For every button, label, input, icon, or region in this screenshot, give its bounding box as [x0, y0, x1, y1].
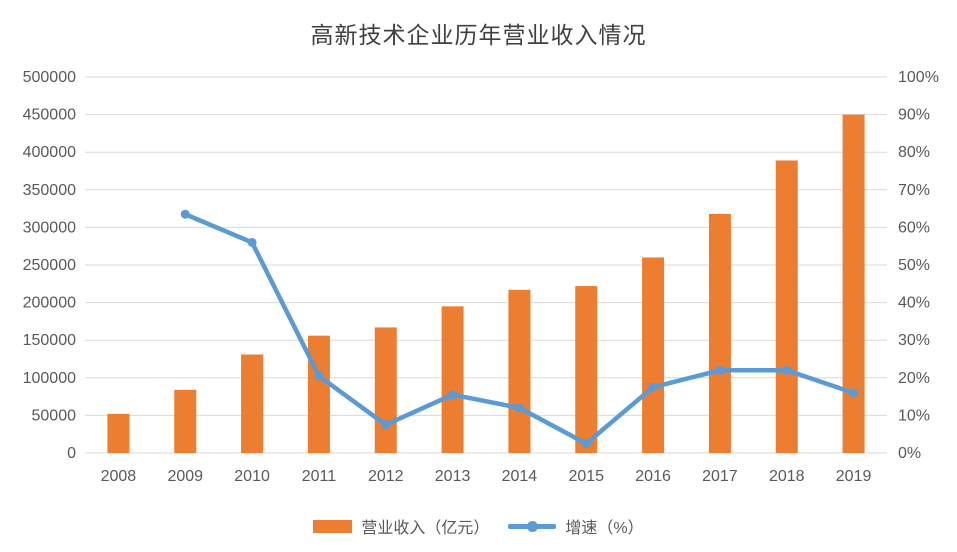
- left-axis-tick-label: 300000: [23, 219, 76, 236]
- x-axis-label: 2017: [702, 468, 738, 485]
- bar-2011: [307, 335, 330, 453]
- left-axis-tick-label: 50000: [32, 407, 77, 424]
- left-axis-tick-label: 450000: [23, 107, 76, 124]
- legend-growth-line-icon: [508, 520, 557, 532]
- right-axis-tick-label: 10%: [898, 407, 930, 424]
- growth-line-marker-icon: [581, 439, 591, 449]
- right-axis-tick-label: 40%: [898, 295, 930, 312]
- bar-2017: [708, 213, 731, 453]
- bar-2018: [775, 160, 798, 454]
- growth-line-marker-icon: [715, 365, 725, 375]
- bar-2008: [107, 413, 130, 453]
- legend-revenue-swatch-icon: [313, 519, 353, 533]
- right-axis-tick-label: 90%: [898, 107, 930, 124]
- revenue-bars: [107, 114, 865, 454]
- gridlines: [85, 76, 887, 454]
- right-axis-tick-label: 0%: [898, 445, 921, 462]
- bar-2010: [241, 354, 264, 453]
- left-axis-tick-label: 500000: [23, 69, 76, 86]
- legend-revenue-label: 营业收入（亿元）: [361, 520, 490, 537]
- left-axis-tick-label: 350000: [23, 182, 76, 199]
- growth-line-marker-icon: [648, 382, 658, 392]
- bar-2016: [642, 257, 665, 453]
- growth-line-marker-icon: [448, 390, 458, 400]
- growth-line-marker-icon: [849, 388, 859, 398]
- x-axis-label: 2013: [435, 468, 471, 485]
- growth-line-marker-icon: [514, 403, 524, 413]
- left-axis-tick-label: 250000: [23, 257, 76, 274]
- bar-2013: [441, 306, 464, 453]
- right-axis-tick-label: 60%: [898, 219, 930, 236]
- left-axis-tick-label: 400000: [23, 144, 76, 161]
- right-axis-tick-label: 100%: [898, 69, 939, 86]
- x-axis-label: 2010: [234, 468, 270, 485]
- bar-2015: [575, 286, 598, 453]
- chart-title: 高新技术企业历年营业收入情况: [310, 23, 647, 49]
- left-axis-tick-label: 0: [67, 445, 76, 462]
- bar-2012: [374, 327, 397, 453]
- left-axis-tick-label: 200000: [23, 295, 76, 312]
- bar-2014: [508, 289, 531, 453]
- growth-line-marker-icon: [247, 237, 257, 247]
- axis-tick-labels: 0 0% 50000 10% 100000 20% 150000 30% 200000 40% 25…: [23, 69, 939, 462]
- legend-growth-label: 增速（%）: [565, 520, 644, 537]
- left-axis-tick-label: 100000: [23, 370, 76, 387]
- x-axis-label: 2009: [167, 468, 203, 485]
- x-axis-label: 2019: [836, 468, 872, 485]
- growth-line: [180, 209, 859, 449]
- x-axis-label: 2014: [502, 468, 538, 485]
- left-axis-tick-label: 150000: [23, 332, 76, 349]
- legend: 营业收入（亿元） 增速（%）: [0, 514, 957, 538]
- x-axis-label: 2008: [101, 468, 137, 485]
- bar-2009: [174, 389, 197, 453]
- bar-2019: [842, 114, 865, 453]
- right-axis-tick-label: 70%: [898, 182, 930, 199]
- right-axis-tick-label: 30%: [898, 332, 930, 349]
- growth-line-marker-icon: [180, 209, 190, 219]
- x-axis-label: 2018: [769, 468, 805, 485]
- right-axis-tick-label: 80%: [898, 144, 930, 161]
- legend-growth-line-marker-icon: [527, 520, 539, 532]
- growth-line-marker-icon: [782, 365, 792, 375]
- x-axis-label: 2016: [635, 468, 671, 485]
- x-axis-label: 2012: [368, 468, 404, 485]
- growth-line-marker-icon: [381, 420, 391, 430]
- x-axis-label: 2011: [302, 468, 337, 485]
- growth-line-marker-icon: [314, 371, 324, 381]
- right-axis-tick-label: 20%: [898, 370, 930, 387]
- x-axis-label: 2015: [568, 468, 604, 485]
- right-axis-tick-label: 50%: [898, 257, 930, 274]
- x-axis-labels: 2008 2009 2010 2011 2012 2013 2014 2015 2016 2017…: [101, 468, 872, 485]
